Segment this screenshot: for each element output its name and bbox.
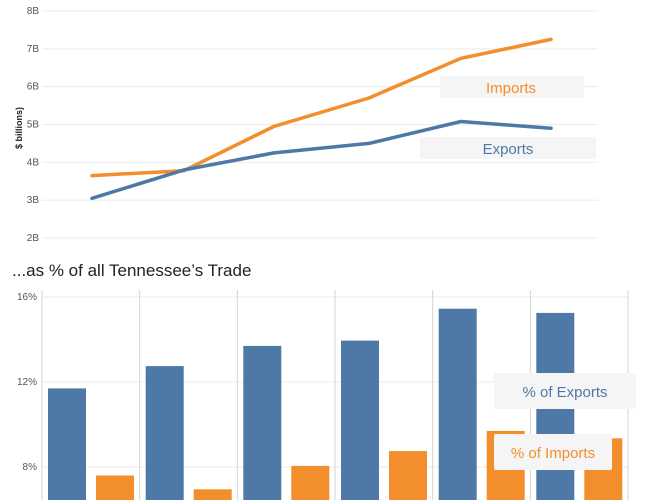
imports-label-box [440,76,584,98]
line-y-tick-label: 3B [27,195,40,206]
imports-line-point [367,96,371,100]
pct-imports-label-box [494,434,612,470]
bar-y-tick-label: 12% [17,377,37,388]
imports-line-point [272,124,276,128]
line-chart-series [90,37,553,201]
exports-line-point [272,151,276,155]
bar-chart-bars [48,308,623,500]
bar-chart-title: ...as % of all Tennessee’s Trade [12,261,251,280]
line-chart-y-ticks: 2B 3B 4B 5B 6B 7B 8B [27,6,40,244]
line-chart-y-axis-label: $ billions) [14,107,24,149]
line-chart-gridlines [42,10,598,239]
line-y-tick-label: 7B [27,44,40,55]
exports-label-box [420,137,596,159]
bar-y-tick-label: 16% [17,292,37,303]
exports-line-point [459,119,463,124]
imports-line-point [90,174,94,178]
pct-exports-bar [438,308,477,500]
exports-series-label: Exports [483,141,534,158]
exports-line-point [367,141,371,145]
line-y-tick-label: 2B [27,233,40,244]
exports-line-point [90,196,94,200]
line-y-tick-label: 6B [27,82,40,93]
pct-imports-bar [193,489,232,500]
imports-line-point [459,56,463,60]
trade-share-bar-chart: 8% 12% 16% % of Exports % of Imports [17,290,636,500]
line-y-tick-label: 4B [27,157,40,168]
line-y-tick-label: 5B [27,120,40,131]
pct-imports-bar [96,475,134,500]
pct-exports-label-box [494,373,636,409]
imports-line [90,37,553,178]
bar-y-tick-label: 8% [23,462,38,473]
imports-line-point [549,37,553,42]
pct-exports-series-label: % of Exports [522,384,607,401]
pct-exports-bar [145,366,184,500]
exports-line-point [549,126,553,130]
imports-series-label: Imports [486,80,536,97]
pct-exports-bar [243,345,282,500]
pct-exports-bar [48,388,86,500]
exports-line [90,119,553,201]
pct-imports-bar [291,465,330,500]
pct-imports-bar [389,451,427,500]
trade-line-chart: 2B 3B 4B 5B 6B 7B 8B $ billions) Imports Expor… [14,6,598,244]
pct-imports-series-label: % of Imports [511,445,595,462]
line-y-tick-label: 8B [27,6,40,17]
exports-line-point [182,168,186,172]
bar-chart-y-ticks: 8% 12% 16% [17,292,37,473]
pct-exports-bar [341,340,379,500]
